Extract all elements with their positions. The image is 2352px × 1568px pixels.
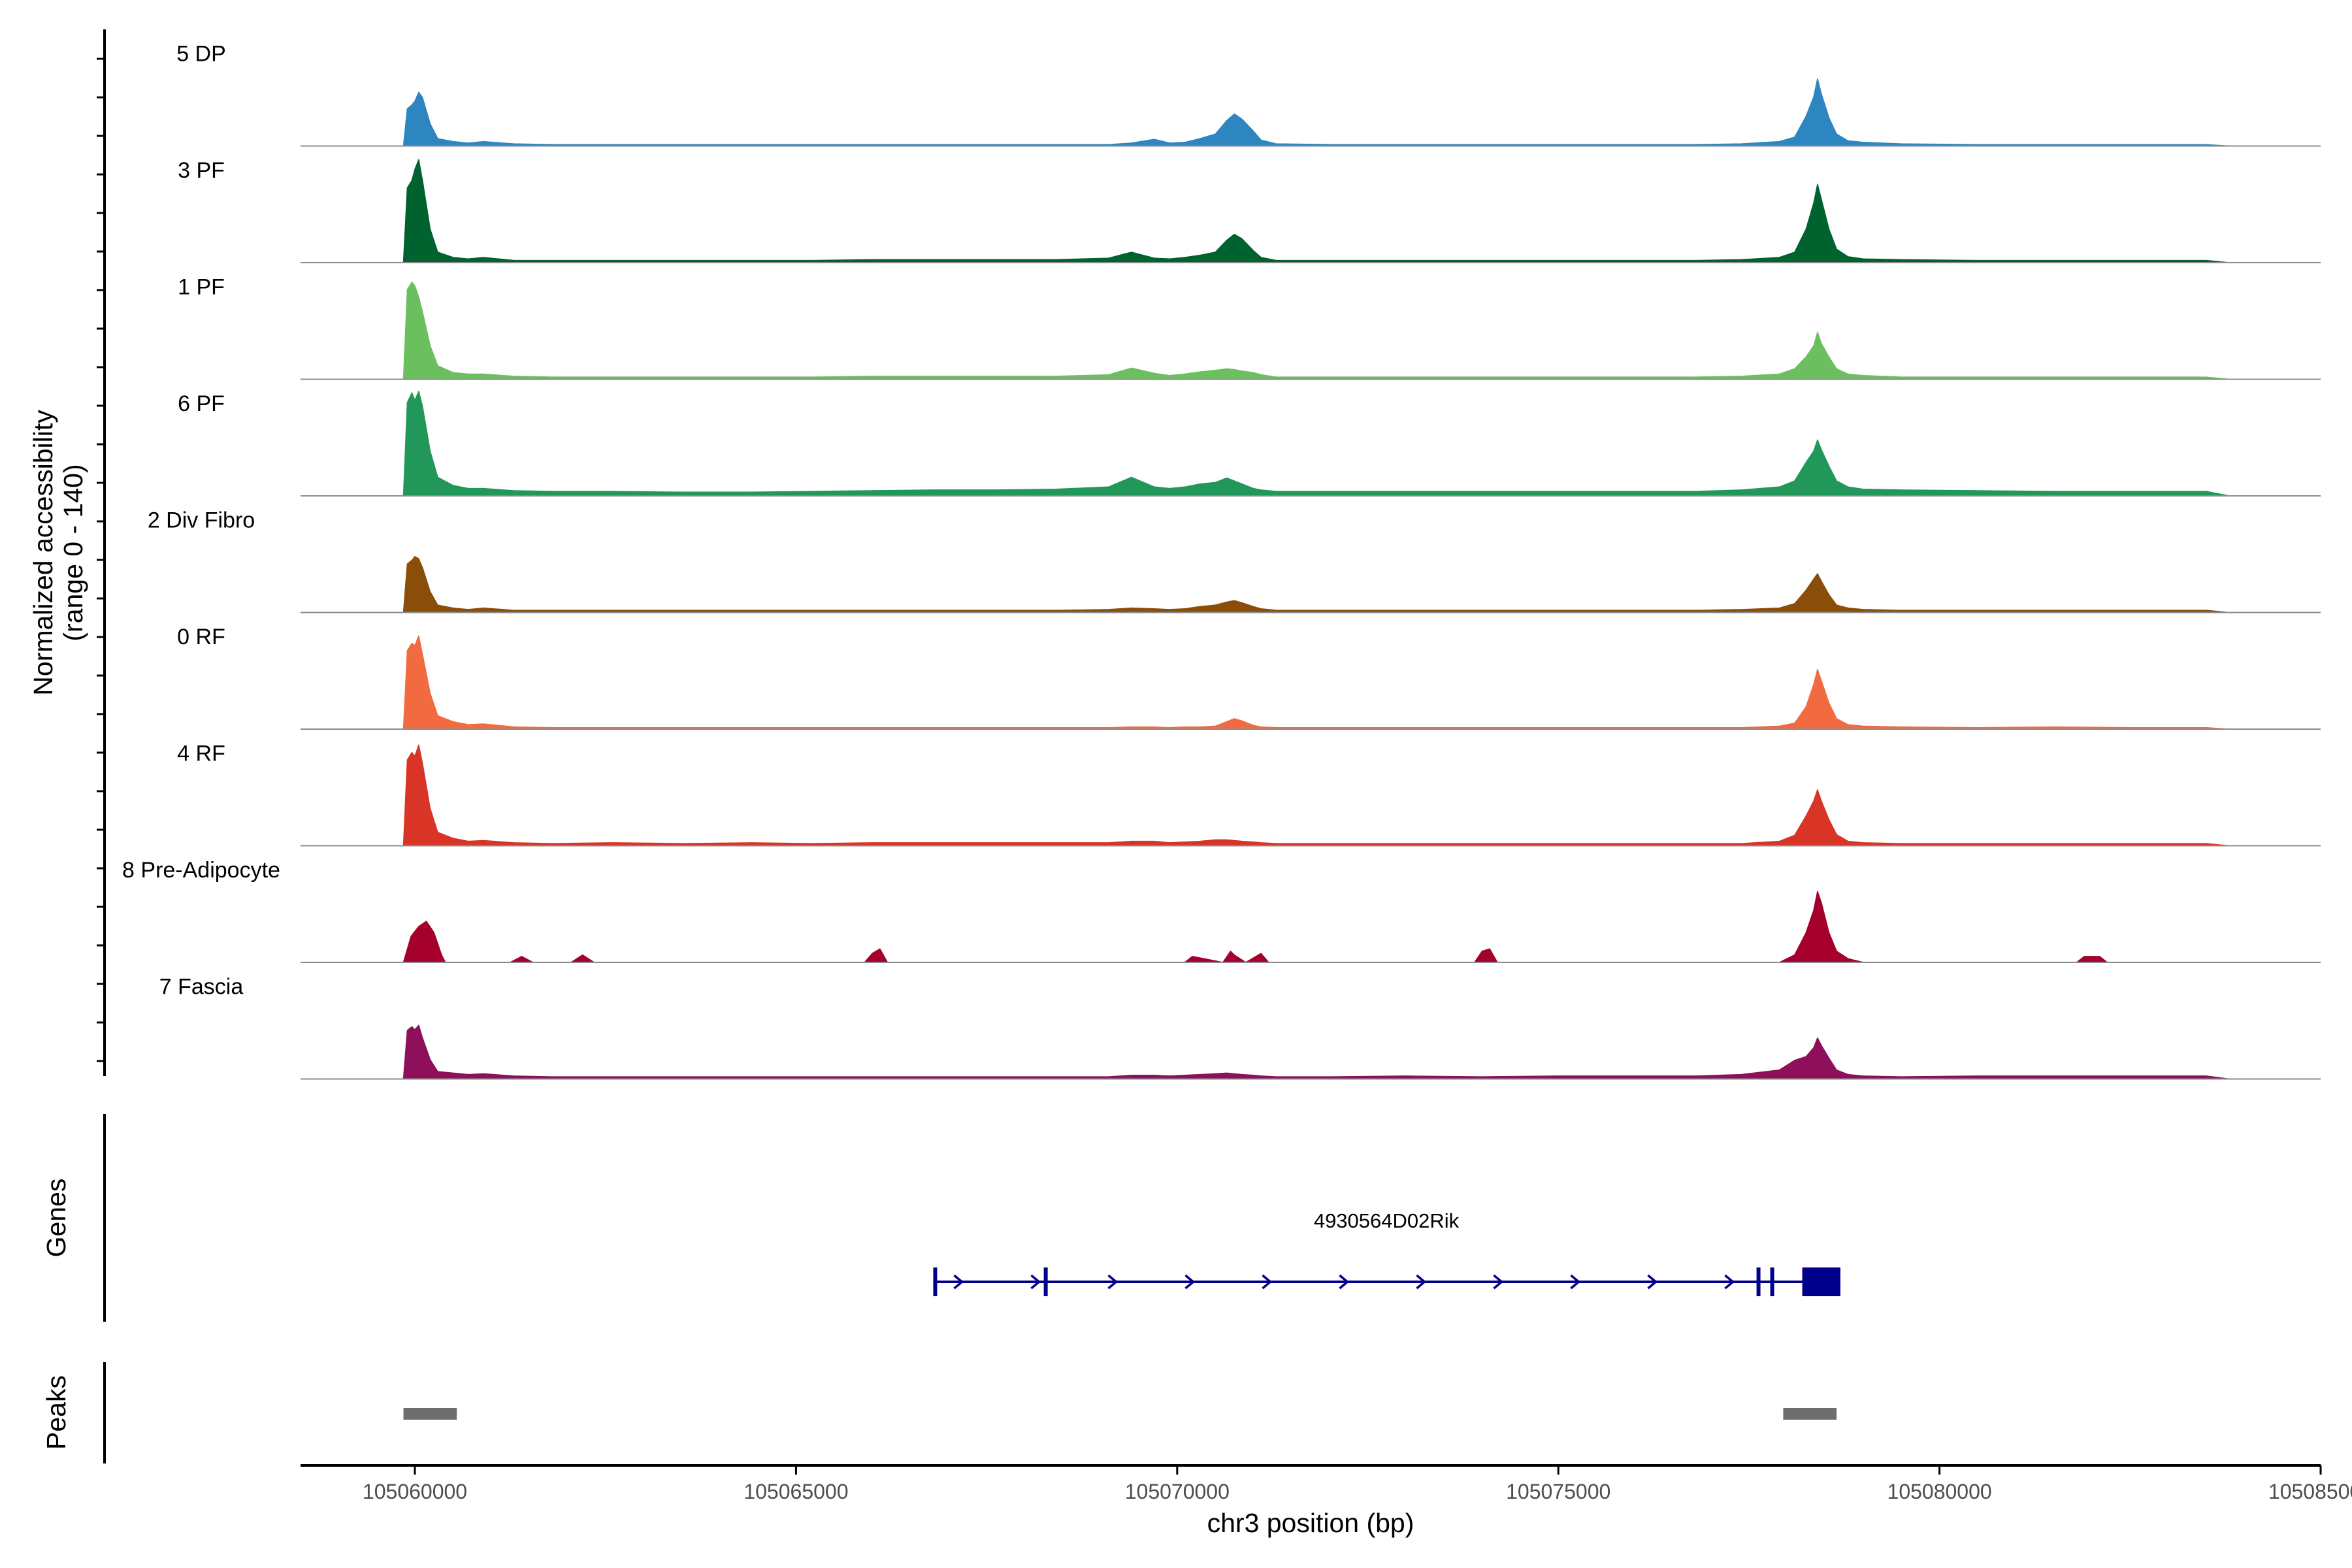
gene-name-label: 4930564D02Rik — [1314, 1209, 1460, 1232]
coverage-tracks: 5 DP 3 PF 1 PF 6 PF 2 Div Fibro 0 RF 4 RF 8 Pre… — [122, 42, 2321, 1080]
x-tick-label: 105070000 — [1125, 1480, 1230, 1503]
strand-arrow-icon — [1493, 1274, 1504, 1290]
coverage-area — [402, 391, 2230, 497]
gene-exon — [933, 1267, 938, 1296]
coverage-area — [402, 159, 2230, 263]
y-axis-title: Normalized accessibility (range 0 - 140) — [28, 410, 88, 696]
strand-arrow-icon — [1647, 1274, 1658, 1290]
genes-panel-title: Genes — [41, 1179, 71, 1258]
x-tick-label: 105085000 — [2268, 1480, 2352, 1503]
track-label: 7 Fascia — [159, 975, 244, 1000]
coverage-area — [402, 635, 2230, 730]
strand-arrow-icon — [1570, 1274, 1581, 1290]
strand-arrow-icon — [1339, 1274, 1350, 1290]
coverage-area — [402, 1024, 2230, 1080]
x-tick-label: 105065000 — [743, 1480, 848, 1503]
x-axis-ticks: 105060000 105065000 105070000 105075000 1050… — [363, 1465, 2352, 1503]
gene-exon — [1802, 1267, 1840, 1296]
coverage-area — [402, 890, 2108, 963]
track-label: 8 Pre-Adipocyte — [122, 858, 280, 883]
gene-exon — [1756, 1267, 1761, 1296]
peak-region — [403, 1408, 457, 1420]
strand-arrow-icon — [953, 1274, 964, 1290]
strand-arrow-icon — [1262, 1274, 1273, 1290]
track-label: 1 PF — [178, 275, 225, 300]
x-axis-title: chr3 position (bp) — [1207, 1508, 1414, 1538]
x-tick-label: 105075000 — [1506, 1480, 1610, 1503]
track-6-pf: 6 PF — [178, 391, 2321, 497]
track-3-pf: 3 PF — [178, 158, 2321, 263]
peak-regions — [403, 1408, 1837, 1420]
track-5-dp: 5 DP — [176, 42, 2321, 147]
track-label: 3 PF — [178, 158, 225, 183]
gene-exon — [1770, 1267, 1774, 1296]
track-0-rf: 0 RF — [177, 625, 2321, 730]
gene-model — [933, 1267, 1840, 1296]
track-7-fascia: 7 Fascia — [159, 975, 2321, 1080]
track-label: 5 DP — [176, 42, 226, 67]
coverage-area — [402, 744, 2230, 847]
x-tick-label: 105060000 — [363, 1480, 467, 1503]
strand-arrow-icon — [1107, 1274, 1119, 1290]
track-4-rf: 4 RF — [177, 742, 2321, 847]
strand-arrow-icon — [1184, 1274, 1196, 1290]
track-8-pre-adipocyte: 8 Pre-Adipocyte — [122, 858, 2321, 963]
coverage-area — [402, 78, 2230, 147]
strand-arrow-icon — [1416, 1274, 1427, 1290]
track-label: 6 PF — [178, 391, 225, 416]
coverage-y-ticks — [97, 57, 105, 1062]
track-label: 2 Div Fibro — [148, 508, 255, 533]
track-1-pf: 1 PF — [178, 275, 2321, 380]
track-2-div-fibro: 2 Div Fibro — [148, 508, 2321, 613]
strand-arrow-icon — [1030, 1274, 1041, 1290]
y-axis-title-main: Normalized accessibility — [28, 410, 58, 696]
track-label: 0 RF — [177, 625, 225, 649]
y-axis-title-range: (range 0 - 140) — [58, 464, 88, 641]
coverage-area — [402, 556, 2230, 613]
strand-arrow-icon — [1724, 1274, 1735, 1290]
peak-region — [1783, 1408, 1837, 1420]
peaks-panel-title: Peaks — [41, 1375, 71, 1450]
track-label: 4 RF — [177, 742, 225, 766]
gene-exon — [1043, 1267, 1048, 1296]
coverage-area — [402, 282, 2230, 380]
x-tick-label: 105080000 — [1887, 1480, 1992, 1503]
